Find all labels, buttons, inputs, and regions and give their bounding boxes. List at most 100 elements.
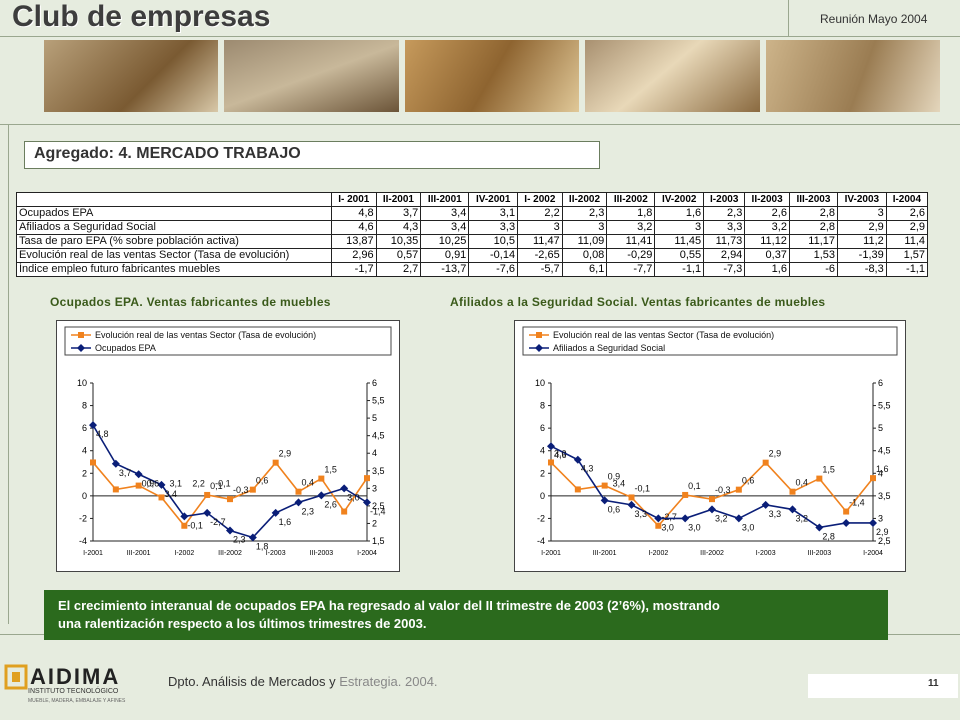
data-label: 1,5 bbox=[324, 465, 337, 475]
col-header: I-2003 bbox=[703, 192, 746, 207]
table-cell: 2,6 bbox=[885, 206, 929, 221]
data-label: 3,1 bbox=[170, 479, 183, 489]
table-cell: 3,4 bbox=[420, 206, 470, 221]
row-label: Ocupados EPA bbox=[16, 206, 332, 221]
right-tick-label: 6 bbox=[372, 378, 377, 388]
data-point bbox=[682, 491, 689, 498]
data-point bbox=[363, 498, 371, 507]
data-label: 4,8 bbox=[96, 429, 109, 439]
table-cell: -0,29 bbox=[606, 248, 656, 263]
table-cell: 1,53 bbox=[788, 248, 839, 263]
data-point bbox=[158, 494, 165, 501]
legend-sales-marker bbox=[536, 332, 542, 338]
conclusion-note: El crecimiento interanual de ocupados EP… bbox=[44, 590, 888, 640]
data-label: 3,0 bbox=[554, 448, 567, 458]
right-tick-label: 5,5 bbox=[372, 396, 385, 406]
row-label: Índice empleo futuro fabricantes muebles bbox=[16, 262, 332, 277]
x-tick-label: III-2002 bbox=[700, 550, 724, 557]
left-tick-label: -2 bbox=[537, 513, 545, 523]
banner-photo-4 bbox=[585, 40, 760, 112]
table-cell: -8,3 bbox=[837, 262, 887, 277]
col-header: II-2001 bbox=[375, 192, 422, 207]
left-tick-label: 4 bbox=[540, 446, 545, 456]
table-cell: 1,6 bbox=[744, 262, 790, 277]
data-point bbox=[271, 508, 280, 517]
left-tick-label: 10 bbox=[77, 378, 87, 388]
chart-afiliados: Evolución real de las ventas Sector (Tas… bbox=[514, 320, 906, 572]
table-cell: 2,7 bbox=[375, 262, 422, 277]
data-point bbox=[735, 486, 742, 493]
table-cell: -0,14 bbox=[468, 248, 519, 263]
left-tick-label: 2 bbox=[540, 468, 545, 478]
table-cell: -1,7 bbox=[331, 262, 377, 277]
col-header: I- 2001 bbox=[331, 192, 377, 207]
right-tick-label: 4,5 bbox=[372, 431, 385, 441]
x-tick-label: I-2004 bbox=[863, 550, 883, 557]
right-tick-label: 3 bbox=[878, 513, 883, 523]
table-cell: 10,5 bbox=[468, 234, 519, 249]
data-label: -0,3 bbox=[715, 485, 731, 495]
data-point bbox=[364, 475, 370, 482]
data-point bbox=[788, 505, 797, 514]
table-cell: -6 bbox=[788, 262, 839, 277]
table-cell: 0,91 bbox=[420, 248, 470, 263]
right-tick-label: 3,5 bbox=[878, 491, 891, 501]
row-label: Evolución real de las ventas Sector (Tas… bbox=[16, 248, 332, 263]
data-point bbox=[226, 526, 234, 535]
right-tick-label: 4 bbox=[878, 468, 883, 478]
data-label: 2,6 bbox=[324, 499, 337, 509]
data-label: 1,6 bbox=[876, 464, 889, 474]
table-cell: 11,09 bbox=[561, 234, 608, 249]
data-label: 3,2 bbox=[796, 513, 809, 523]
table-cell: -13,7 bbox=[420, 262, 470, 277]
data-point bbox=[708, 505, 716, 514]
table-cell: 2,9 bbox=[837, 220, 887, 235]
row-label: Afiliados a Seguridad Social bbox=[16, 220, 332, 235]
data-label: 3,4 bbox=[165, 489, 178, 499]
chart-ocupados-svg: Evolución real de las ventas Sector (Tas… bbox=[64, 326, 392, 557]
data-label: 2,3 bbox=[302, 506, 315, 516]
table-cell: 4,3 bbox=[375, 220, 422, 235]
data-label: 3,2 bbox=[715, 513, 728, 523]
table-cell: 2,94 bbox=[703, 248, 746, 263]
table-cell: 10,35 bbox=[375, 234, 422, 249]
right-tick-label: 3 bbox=[372, 483, 377, 493]
data-label: 3,7 bbox=[119, 468, 132, 478]
footer-credit-a: Dpto. Análisis de Mercados y bbox=[168, 674, 336, 689]
x-tick-label: III-2001 bbox=[593, 550, 617, 557]
data-label: -2,7 bbox=[210, 517, 226, 527]
data-point bbox=[294, 498, 303, 507]
table-cell: 3,3 bbox=[703, 220, 746, 235]
page-title: Club de empresas bbox=[12, 0, 271, 33]
data-label: 2,8 bbox=[822, 531, 835, 541]
aidima-logo bbox=[4, 662, 164, 716]
table-cell: 2,8 bbox=[788, 220, 839, 235]
table-cell: 11,17 bbox=[788, 234, 839, 249]
table-cell: 2,6 bbox=[744, 206, 790, 221]
table-cell: 3,1 bbox=[468, 206, 519, 221]
legend-label: Afiliados a Seguridad Social bbox=[553, 343, 665, 353]
data-point bbox=[181, 522, 188, 529]
col-header: I- 2002 bbox=[517, 192, 563, 207]
x-tick-label: I-2003 bbox=[756, 550, 776, 557]
footer-credit-b: Estrategia. 2004. bbox=[335, 674, 438, 689]
table-cell: 3,3 bbox=[468, 220, 519, 235]
legend-box bbox=[64, 326, 392, 356]
data-point bbox=[203, 508, 212, 517]
x-tick-label: I-2003 bbox=[266, 550, 286, 557]
data-point bbox=[573, 455, 582, 464]
data-label: 0,4 bbox=[302, 478, 315, 488]
col-header: III-2003 bbox=[788, 192, 839, 207]
table-row: Ocupados EPA 4,8 3,7 3,4 3,1 2,2 2,3 1,8 1,6 2,3 2… bbox=[16, 206, 929, 221]
right-tick-label: 1,5 bbox=[372, 536, 385, 546]
x-tick-label: I-2001 bbox=[83, 550, 103, 557]
right-tick-label: 2 bbox=[372, 518, 377, 528]
x-tick-label: I-2004 bbox=[357, 550, 377, 557]
data-label: 3,0 bbox=[661, 522, 674, 532]
data-point bbox=[227, 496, 233, 503]
data-point bbox=[548, 459, 554, 466]
data-point bbox=[90, 459, 96, 466]
table-cell: 11,2 bbox=[837, 234, 887, 249]
table-header-row: I- 2001 II-2001 III-2001 IV-2001 I- 2002… bbox=[16, 192, 929, 207]
table-cell: 2,2 bbox=[517, 206, 563, 221]
